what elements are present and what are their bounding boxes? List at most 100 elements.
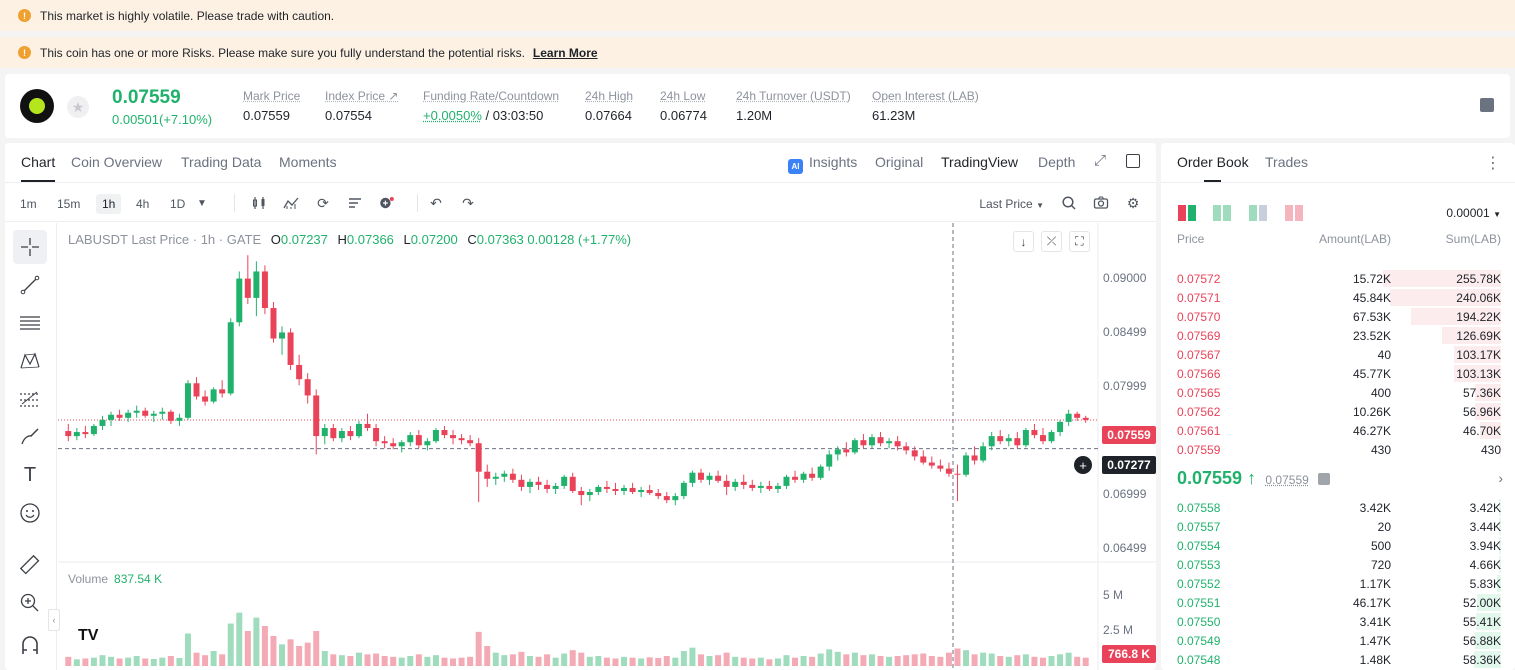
more-icon[interactable]: ⋮ xyxy=(1485,155,1501,172)
stat-label[interactable]: Open Interest (LAB) xyxy=(872,89,979,103)
brush-icon[interactable] xyxy=(13,420,47,454)
ask-row[interactable]: 0.07559 430 430 xyxy=(1161,440,1515,459)
tab-chart[interactable]: Chart xyxy=(13,154,63,182)
pattern-icon[interactable] xyxy=(13,344,47,378)
stat-label[interactable]: Index Price ↗ xyxy=(325,89,399,103)
candle-body xyxy=(723,480,730,487)
bid-row[interactable]: 0.07548 1.48K 58.36K xyxy=(1161,650,1515,669)
ask-row[interactable]: 0.07562 10.26K 56.96K xyxy=(1161,402,1515,421)
candles-icon[interactable] xyxy=(251,195,267,211)
interval-1h[interactable]: 1h xyxy=(96,194,122,214)
ask-row[interactable]: 0.07565 400 57.36K xyxy=(1161,383,1515,402)
crosshair-icon[interactable] xyxy=(13,230,47,264)
depth-bar xyxy=(1383,270,1501,287)
interval-1d[interactable]: 1D xyxy=(170,197,186,211)
trend-line-icon[interactable] xyxy=(13,268,47,302)
add-order-icon[interactable]: + xyxy=(1074,456,1092,474)
projection-icon[interactable] xyxy=(13,382,47,416)
compare-icon[interactable]: ⟳ xyxy=(317,194,329,211)
text-icon[interactable]: T xyxy=(23,463,37,486)
precision-select[interactable]: 0.00001 ▼ xyxy=(1446,206,1501,220)
ask-row[interactable]: 0.07572 15.72K 255.78K xyxy=(1161,269,1515,288)
bid-row[interactable]: 0.07550 3.41K 55.41K xyxy=(1161,612,1515,631)
depth-bar xyxy=(1411,308,1501,325)
candle-body xyxy=(715,475,722,481)
ask-sum: 194.22K xyxy=(1456,310,1501,324)
chevron-down-icon[interactable]: ▼ xyxy=(197,197,207,209)
interval-1m[interactable]: 1m xyxy=(20,197,37,211)
collapse-pane-icon[interactable]: ⤫ xyxy=(1041,231,1062,252)
search-icon[interactable] xyxy=(1061,195,1077,211)
redo-icon[interactable]: ↷ xyxy=(462,194,474,211)
view-sell-icon[interactable] xyxy=(1285,205,1303,221)
tab-depth[interactable]: Depth xyxy=(1038,154,1076,170)
bid-row[interactable]: 0.07549 1.47K 56.88K xyxy=(1161,631,1515,650)
tab-tradingview[interactable]: TradingView xyxy=(941,154,1019,170)
stat-label[interactable]: Funding Rate/Countdown xyxy=(423,89,560,103)
ask-sum: 240.06K xyxy=(1456,291,1501,305)
bid-row[interactable]: 0.07551 46.17K 52.00K xyxy=(1161,593,1515,612)
ask-row[interactable]: 0.07561 46.27K 46.70K xyxy=(1161,421,1515,440)
undo-icon[interactable]: ↶ xyxy=(430,194,442,211)
emoji-icon[interactable] xyxy=(13,496,47,530)
view-mixed-icon[interactable] xyxy=(1249,205,1267,221)
indicators-icon[interactable] xyxy=(283,195,299,211)
volume-bar xyxy=(1014,655,1021,666)
ask-row[interactable]: 0.07566 45.77K 103.13K xyxy=(1161,364,1515,383)
mid-price-row[interactable]: 0.07559 ↑ 0.07559 › xyxy=(1177,468,1507,492)
tab-trading-data[interactable]: Trading Data xyxy=(181,154,262,170)
view-buy-icon[interactable] xyxy=(1213,205,1231,221)
maximize-pane-icon[interactable]: ⛶ xyxy=(1069,231,1090,252)
candle-body xyxy=(843,449,850,453)
fullscreen-icon[interactable]: ⤢ xyxy=(1094,152,1107,169)
bid-row[interactable]: 0.07552 1.17K 5.83K xyxy=(1161,574,1515,593)
bid-row[interactable]: 0.07557 20 3.44K xyxy=(1161,517,1515,536)
tab-coin-overview[interactable]: Coin Overview xyxy=(71,154,163,170)
candle-body xyxy=(219,389,226,394)
camera-icon[interactable] xyxy=(1093,195,1109,211)
add-alert-icon[interactable] xyxy=(379,195,395,211)
ask-row[interactable]: 0.07570 67.53K 194.22K xyxy=(1161,307,1515,326)
tradingview-logo[interactable]: TV xyxy=(78,627,99,644)
chevron-right-icon[interactable]: › xyxy=(1498,470,1503,486)
templates-icon[interactable] xyxy=(347,195,363,211)
tab-order-book[interactable]: Order Book xyxy=(1177,154,1249,182)
gear-icon[interactable]: ⚙ xyxy=(1126,194,1140,211)
bid-row[interactable]: 0.07553 720 4.66K xyxy=(1161,555,1515,574)
guide-book-icon[interactable] xyxy=(1480,98,1494,112)
candle-body xyxy=(945,468,952,474)
ask-row[interactable]: 0.07567 40 103.17K xyxy=(1161,345,1515,364)
interval-15m[interactable]: 15m xyxy=(57,197,81,211)
ask-row[interactable]: 0.07571 45.84K 240.06K xyxy=(1161,288,1515,307)
crosshair-price-tag: 0.07277 xyxy=(1102,456,1156,474)
candle-body xyxy=(210,389,217,402)
volatility-text: This market is highly volatile. Please t… xyxy=(40,8,335,23)
bid-row[interactable]: 0.07554 500 3.94K xyxy=(1161,536,1515,555)
bid-row[interactable]: 0.07558 3.42K 3.42K xyxy=(1161,498,1515,517)
tab-moments[interactable]: Moments xyxy=(279,154,337,170)
ruler-icon[interactable] xyxy=(13,548,47,582)
candlestick-chart[interactable] xyxy=(58,223,1156,670)
stat-label[interactable]: Mark Price xyxy=(243,89,301,103)
candle-body xyxy=(706,475,713,480)
interval-4h[interactable]: 4h xyxy=(136,197,150,211)
tab-trades[interactable]: Trades xyxy=(1265,154,1309,170)
arrow-down-icon[interactable]: ↓ xyxy=(1013,231,1034,252)
learn-more-link[interactable]: Learn More xyxy=(532,45,598,60)
tab-original[interactable]: Original xyxy=(875,154,924,170)
volume-bar xyxy=(706,656,713,666)
tab-insights[interactable]: AI Insights xyxy=(788,154,857,174)
magnet-icon[interactable] xyxy=(13,628,47,662)
window-icon[interactable] xyxy=(1126,154,1140,168)
favorite-star-icon[interactable]: ★ xyxy=(67,96,89,118)
fib-retracement-icon[interactable] xyxy=(13,306,47,340)
coin-logo xyxy=(20,89,54,123)
stat-label[interactable]: 24h Turnover (USDT) xyxy=(736,89,851,103)
ask-row[interactable]: 0.07569 23.52K 126.69K xyxy=(1161,326,1515,345)
view-both-icon[interactable] xyxy=(1178,205,1196,221)
collapse-toolbar-icon[interactable]: ‹ xyxy=(48,609,60,631)
funding-rate-value[interactable]: +0.0050% xyxy=(423,108,482,123)
price-source-select[interactable]: Last Price ▼ xyxy=(979,197,1044,211)
volume-bar xyxy=(595,656,602,666)
zoom-in-icon[interactable] xyxy=(13,586,47,620)
